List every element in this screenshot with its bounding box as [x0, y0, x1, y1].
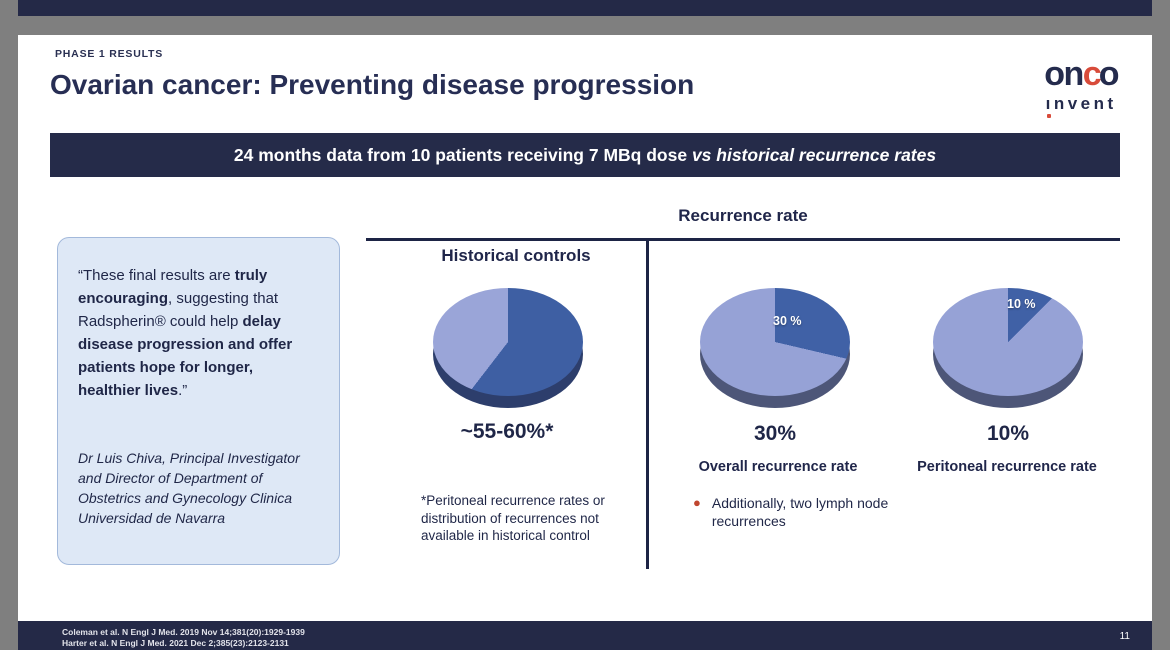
footer-bar: Coleman et al. N Engl J Med. 2019 Nov 14… [18, 621, 1152, 650]
bullet-text: Additionally, two lymph node recurrences [711, 495, 889, 529]
historical-value-label: ~55-60%* [460, 420, 554, 443]
page-title: Ovarian cancer: Preventing disease progr… [50, 69, 695, 100]
quote-text: “These final results are truly encouragi… [78, 264, 319, 402]
logo-wordmark: onco [1044, 55, 1120, 93]
quote-seg5: .” [178, 382, 188, 399]
overall-value-label: 30% [753, 422, 797, 445]
pie-face [700, 288, 850, 396]
key-message-banner: 24 months data from 10 patients receivin… [50, 133, 1120, 177]
oncoinvent-logo: onco ınvent [1044, 55, 1120, 118]
logo-i-dot [1046, 114, 1051, 118]
footnote: *Peritoneal recurrence rates or distribu… [421, 493, 605, 543]
quote-seg1: “These final results are [78, 267, 235, 284]
peritoneal-caption: Peritoneal recurrence rate [917, 459, 1097, 475]
previous-slide-edge [18, 0, 1152, 16]
quote-seg4: delay disease progression and offer pati… [78, 313, 293, 399]
pie-slice-label: 30 % [773, 314, 802, 328]
pie-face [433, 288, 583, 396]
logo-c: c [1082, 55, 1102, 93]
peritoneal-value-label: 10% [986, 422, 1030, 445]
section-title: Recurrence rate [678, 206, 808, 225]
pie-face [933, 288, 1083, 396]
banner-text-italic: vs historical recurrence rates [691, 144, 937, 165]
logo-o: o [1098, 55, 1120, 93]
overall-caption: Overall recurrence rate [698, 459, 858, 475]
horizontal-divider [366, 238, 1120, 241]
banner-text: 24 months data from 10 patients receivin… [234, 145, 936, 166]
vertical-divider [646, 238, 649, 569]
pie-slice-label: 10 % [1007, 297, 1036, 311]
citations: Coleman et al. N Engl J Med. 2019 Nov 14… [62, 627, 305, 648]
citation-line-2: Harter et al. N Engl J Med. 2021 Dec 2;3… [62, 637, 289, 648]
quote-box: “These final results are truly encouragi… [57, 237, 340, 565]
banner-text-regular: 24 months data from 10 patients receivin… [233, 144, 692, 165]
page-number: 11 [1119, 631, 1130, 642]
pie-overall-recurrence: 30 % [700, 288, 850, 410]
bullet-icon: ● [693, 495, 701, 510]
logo-on: on [1044, 55, 1084, 93]
slide: PHASE 1 RESULTS Ovarian cancer: Preventi… [18, 35, 1152, 650]
pie-peritoneal-recurrence: 10 % [933, 288, 1083, 410]
historical-controls-heading: Historical controls [441, 246, 591, 265]
pie-historical-controls [433, 288, 583, 410]
quote-seg3: , suggesting that Radspherin® could help [78, 290, 279, 330]
logo-subtext: ınvent [1045, 94, 1117, 118]
eyebrow-label: PHASE 1 RESULTS [55, 48, 164, 60]
citation-line-1: Coleman et al. N Engl J Med. 2019 Nov 14… [62, 627, 305, 637]
lymph-node-bullet: ● Additionally, two lymph node recurrenc… [693, 494, 893, 530]
logo-invent: ınvent [1045, 94, 1117, 113]
quote-attribution: Dr Luis Chiva, Principal Investigator an… [78, 450, 300, 526]
quote-seg2: truly encouraging [78, 267, 268, 307]
